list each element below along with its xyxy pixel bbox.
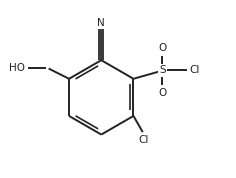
Text: Cl: Cl <box>189 65 200 75</box>
Text: Cl: Cl <box>139 135 149 145</box>
Text: S: S <box>159 65 166 75</box>
Text: HO: HO <box>9 63 25 73</box>
Text: O: O <box>158 43 166 53</box>
Text: N: N <box>97 18 105 28</box>
Text: O: O <box>158 88 166 98</box>
